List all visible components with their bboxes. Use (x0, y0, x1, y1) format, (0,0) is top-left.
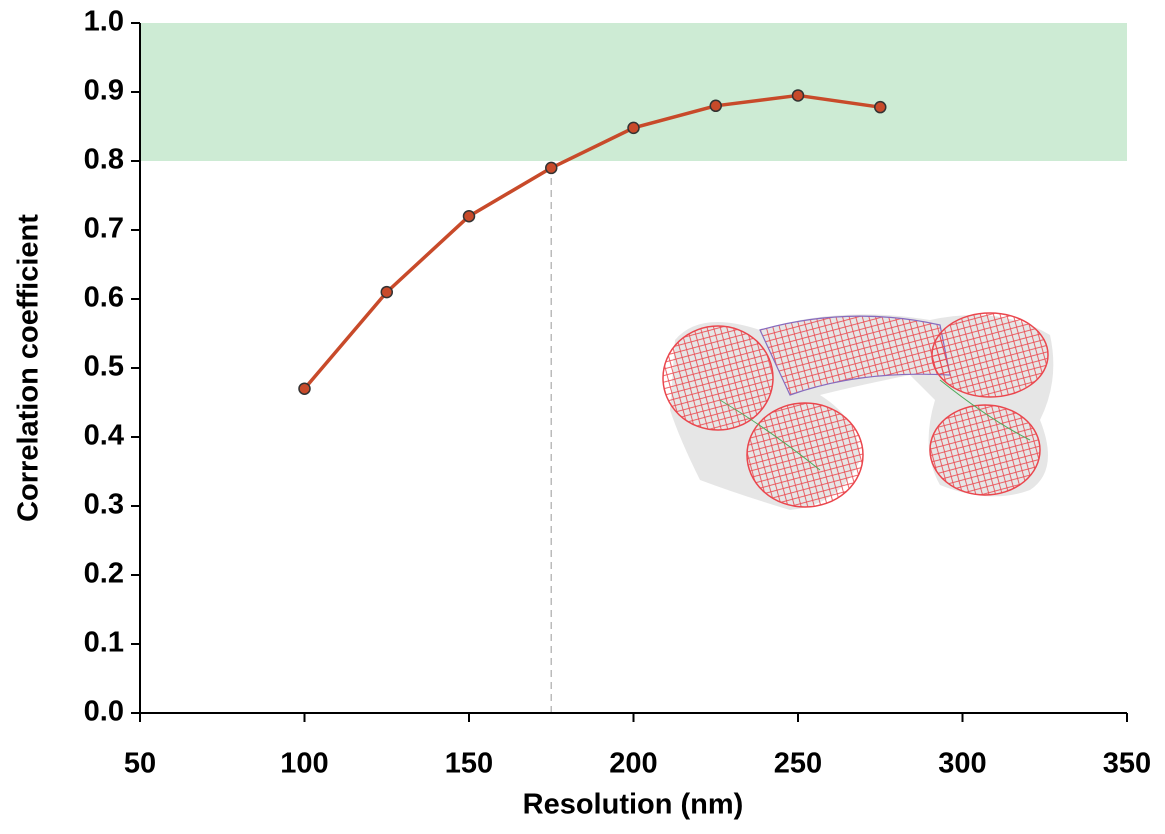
threshold-band (140, 23, 1127, 161)
molecule-illustration (662, 312, 1054, 510)
data-point (709, 99, 722, 113)
y-tick-label: 1.0 (84, 6, 124, 38)
x-tick-label: 200 (609, 748, 657, 780)
data-point (462, 209, 476, 223)
x-tick-label: 150 (445, 748, 493, 780)
x-tick-label: 50 (124, 748, 156, 780)
x-axis-label: Resolution (nm) (523, 789, 744, 821)
data-point (627, 121, 640, 135)
x-tick-label: 250 (774, 748, 822, 780)
y-tick-label: 0.3 (84, 489, 124, 521)
y-tick-label: 0.2 (84, 558, 124, 590)
y-tick-label: 0.7 (84, 213, 124, 245)
y-tick-label: 0.1 (84, 627, 124, 659)
data-point (791, 89, 805, 102)
y-tick-label: 0.8 (84, 144, 124, 176)
y-tick-label: 0.5 (84, 351, 124, 383)
y-tick-label: 0.6 (84, 282, 124, 314)
y-tick-label: 0.0 (84, 696, 124, 728)
x-tick-label: 350 (1103, 748, 1151, 780)
x-tick-label: 100 (280, 748, 328, 780)
y-tick-label: 0.4 (84, 420, 124, 452)
y-axis-label: Correlation coefficient (13, 214, 45, 522)
y-tick-label: 0.9 (84, 75, 124, 107)
data-point (874, 100, 887, 114)
data-point (298, 382, 311, 395)
plot-background (140, 23, 1127, 713)
data-point (545, 161, 558, 175)
x-tick-label: 300 (938, 748, 986, 780)
data-line (303, 93, 881, 390)
data-point (380, 285, 393, 299)
